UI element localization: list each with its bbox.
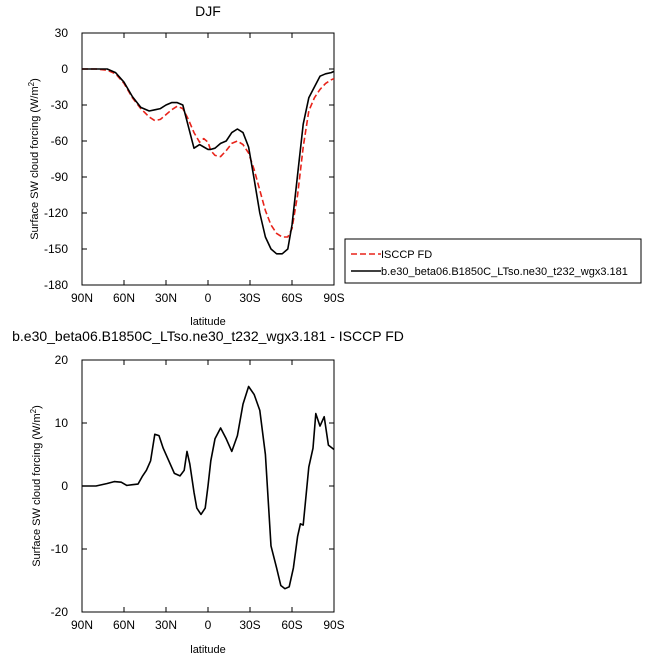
bottom-panel: b.e30_beta06.B1850C_LTso.ne30_t232_wgx3.…	[12, 328, 404, 656]
top-plot-frame	[81, 32, 335, 286]
top-xtick-label: 90N	[71, 291, 93, 305]
top-ytick-label: -60	[51, 134, 69, 148]
top-ytick-label: -180	[44, 278, 68, 292]
bottom-xtick-label: 60S	[281, 618, 302, 632]
bottom-ytick-label: -20	[51, 605, 69, 619]
top-x-axis-label: latitude	[190, 316, 225, 328]
legend-label-isccp: ISCCP FD	[381, 249, 432, 261]
top-xtick-label: 90S	[323, 291, 344, 305]
bottom-ytick-label: 20	[55, 353, 69, 367]
top-series-line-1	[82, 68, 335, 255]
bottom-xtick-label: 30S	[239, 618, 260, 632]
legend-box	[344, 238, 642, 284]
top-chart-title: DJF	[195, 3, 221, 19]
bottom-chart-title: b.e30_beta06.B1850C_LTso.ne30_t232_wgx3.…	[12, 328, 404, 344]
bottom-xtick-label: 60N	[113, 618, 135, 632]
bottom-xtick-label: 0	[205, 618, 212, 632]
bottom-ytick-label: -10	[51, 542, 69, 556]
top-panel: DJF 30 0 -30 -60 -90 -120 -150 -180 90N 60N 30N 0 3…	[27, 3, 345, 328]
top-xtick-label: 0	[205, 291, 212, 305]
top-xtick-label: 30N	[155, 291, 177, 305]
top-xtick-label: 30S	[239, 291, 260, 305]
legend: ISCCP FD b.e30_beta06.B1850C_LTso.ne30_t…	[344, 238, 642, 284]
top-ytick-label: -150	[44, 242, 68, 256]
bottom-y-axis-label: Surface SW cloud forcing (W/m2)	[29, 405, 44, 567]
top-xtick-label: 60N	[113, 291, 135, 305]
top-ytick-label: 30	[55, 26, 69, 40]
bottom-series-line-0	[82, 385, 335, 590]
bottom-xtick-label: 90S	[323, 618, 344, 632]
top-series-line-0	[82, 68, 335, 238]
top-xtick-label: 60S	[281, 291, 302, 305]
legend-label-model: b.e30_beta06.B1850C_LTso.ne30_t232_wgx3.…	[381, 266, 628, 278]
bottom-xtick-label: 30N	[155, 618, 177, 632]
top-ytick-label: 0	[61, 62, 68, 76]
top-ytick-label: -120	[44, 206, 68, 220]
top-y-axis-label: Surface SW cloud forcing (W/m2)	[27, 78, 42, 240]
top-ytick-label: -90	[51, 170, 69, 184]
bottom-ytick-label: 0	[61, 479, 68, 493]
bottom-ytick-label: 10	[55, 416, 69, 430]
bottom-xtick-label: 90N	[71, 618, 93, 632]
bottom-x-axis-label: latitude	[190, 644, 225, 656]
top-ytick-label: -30	[51, 98, 69, 112]
